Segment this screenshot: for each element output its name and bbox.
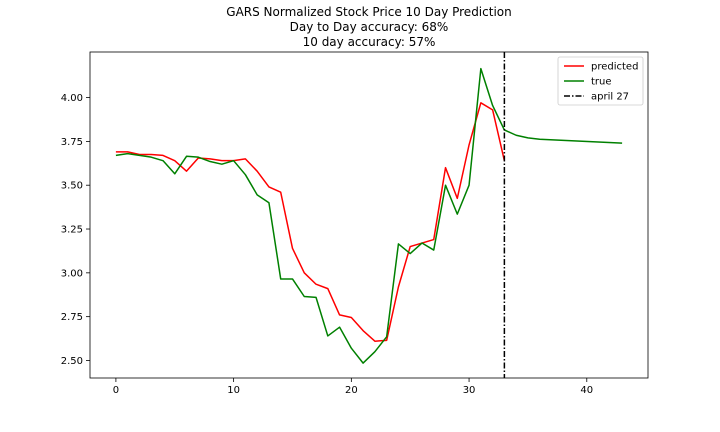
y-axis-ticks: 2.50 2.75 3.00 3.25 3.50 3.75 4.00 xyxy=(61,93,90,367)
y-tick-label: 3.50 xyxy=(61,181,83,192)
legend: predicted true april 27 xyxy=(557,56,644,106)
x-tick-label: 40 xyxy=(580,385,593,396)
series-line-true xyxy=(115,67,623,364)
y-tick-label: 4.00 xyxy=(61,93,83,104)
x-tick-label: 0 xyxy=(113,385,119,396)
x-tick-label: 30 xyxy=(463,385,476,396)
y-tick-label: 2.75 xyxy=(61,312,83,323)
title-line-1: GARS Normalized Stock Price 10 Day Predi… xyxy=(226,5,511,19)
y-tick-label: 3.25 xyxy=(61,225,83,236)
y-tick-label: 3.75 xyxy=(61,137,83,148)
x-tick-label: 20 xyxy=(345,385,358,396)
title-line-2: Day to Day accuracy: 68% xyxy=(290,20,449,34)
legend-label-april-27: april 27 xyxy=(591,92,629,103)
legend-box xyxy=(557,56,644,106)
legend-label-predicted: predicted xyxy=(591,62,638,73)
x-tick-label: 10 xyxy=(227,385,240,396)
title-line-3: 10 day accuracy: 57% xyxy=(303,35,436,49)
axes-frame xyxy=(89,51,649,379)
x-axis-ticks: 0 10 20 30 40 xyxy=(113,378,593,396)
y-tick-label: 3.00 xyxy=(61,268,83,279)
chart-title: GARS Normalized Stock Price 10 Day Predi… xyxy=(226,5,511,49)
y-tick-label: 2.50 xyxy=(61,356,83,367)
plot-lines xyxy=(115,52,623,378)
legend-label-true: true xyxy=(591,77,612,88)
